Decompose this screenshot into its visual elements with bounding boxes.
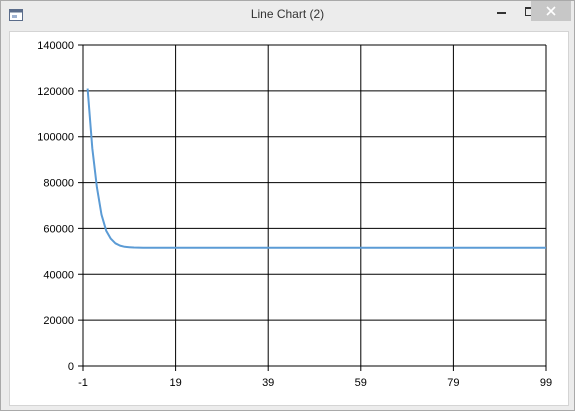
minimize-button[interactable] [487,1,515,21]
y-tick-label: 40000 [43,269,74,281]
x-tick-label: 39 [262,377,274,389]
x-tick-label: 19 [169,377,181,389]
x-tick-label: 59 [355,377,367,389]
close-icon [546,6,556,16]
series-line [86,88,546,249]
x-tick-label: 79 [447,377,459,389]
x-tick-label: 99 [540,377,552,389]
y-tick-label: 20000 [43,315,74,327]
y-tick-label: 80000 [43,178,74,190]
y-tick-label: 0 [68,361,74,373]
title-bar[interactable]: Line Chart (2) [1,1,574,30]
app-window-icon [9,9,23,21]
x-tick-label: -1 [78,377,88,389]
close-button[interactable] [531,1,571,21]
window-title: Line Chart (2) [250,7,325,21]
line-chart: 0 20000 40000 60000 80000 100000 120000 140000 -… [37,40,552,389]
chart-area: 0 20000 40000 60000 80000 100000 120000 140000 -… [9,31,569,406]
y-tick-label: 60000 [43,223,74,235]
y-tick-label: 120000 [37,86,74,98]
y-tick-label: 100000 [37,132,74,144]
y-tick-label: 140000 [37,40,74,52]
minimize-icon [496,12,506,14]
